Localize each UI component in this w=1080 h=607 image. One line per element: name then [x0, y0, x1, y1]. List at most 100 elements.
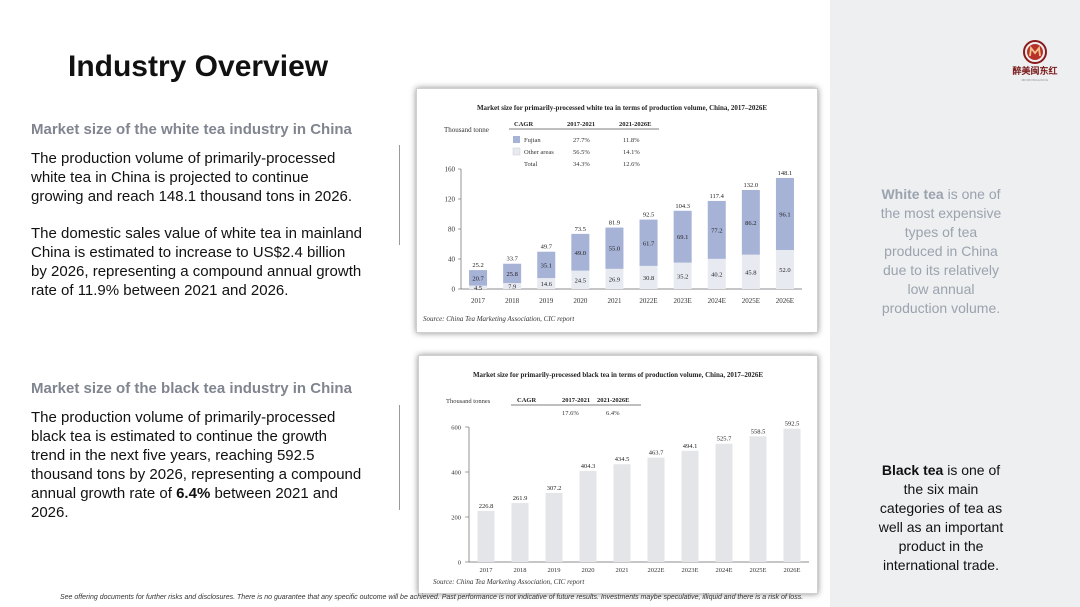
legend-label: Fujian — [524, 137, 541, 144]
cagr-value: 27.7% — [573, 137, 590, 144]
bar-value-label: 558.5 — [751, 428, 766, 435]
bar-black-tea — [545, 492, 563, 562]
text-line: thousand tons by 2026, representing a co… — [31, 466, 362, 483]
x-tick-label: 2018 — [505, 297, 520, 305]
bar-fujian — [741, 190, 760, 255]
bar-black-tea — [647, 457, 665, 562]
y-tick-label: 400 — [451, 470, 461, 477]
bar-black-tea — [749, 436, 767, 562]
side-note-line: produced in China — [884, 243, 998, 259]
bar-value-label: 86.2 — [745, 220, 756, 227]
cagr-value: 34.3% — [573, 161, 590, 168]
chart-source: Source: China Tea Marketing Association,… — [433, 578, 585, 586]
side-note-line: categories of tea as — [879, 500, 1003, 516]
x-tick-label: 2020 — [573, 297, 588, 305]
chart-title: Market size for primarily-processed whit… — [477, 104, 767, 112]
white-tea-side-note: White tea is one of the most expensive t… — [866, 185, 1016, 318]
chart-bars — [477, 428, 801, 562]
white-tea-description: The production volume of primarily-proce… — [31, 149, 381, 318]
bar-value-label: 25.8 — [506, 271, 517, 278]
y-tick-label: 40 — [448, 256, 456, 264]
y-axis-unit: Thousand tonnes — [446, 398, 491, 405]
bar-black-tea — [681, 450, 699, 562]
y-axis-unit: Thousand tonne — [444, 126, 489, 134]
chart-source: Source: China Tea Marketing Association,… — [423, 315, 575, 323]
text-line: China is estimated to increase to US$2.4… — [31, 244, 346, 261]
bar-fujian — [707, 200, 726, 259]
y-tick-label: 160 — [445, 166, 456, 174]
bar-total-label: 117.4 — [710, 193, 725, 200]
bar-value-label: 40.2 — [711, 271, 722, 278]
side-note-bold: Black tea — [881, 462, 944, 478]
x-tick-label: 2023E — [682, 567, 699, 574]
bar-total-label: 81.9 — [609, 220, 620, 227]
footer-disclaimer: See offering documents for further risks… — [60, 594, 804, 601]
black-tea-chart-frame: Market size for primarily-processed blac… — [418, 355, 818, 594]
bar-total-label: 132.0 — [744, 182, 759, 189]
bar-value-label: 69.1 — [677, 234, 688, 241]
bar-value-label: 20.7 — [472, 275, 484, 282]
white-tea-chart: Market size for primarily-processed whit… — [423, 104, 802, 323]
cagr-header: 2017-2021 — [567, 121, 595, 128]
bar-value-label: 525.7 — [717, 436, 732, 443]
x-tick-label: 2026E — [784, 567, 801, 574]
x-tick-label: 2022E — [648, 567, 665, 574]
x-tick-label: 2026E — [776, 297, 794, 305]
black-tea-side-note: Black tea is one of the six main categor… — [866, 461, 1016, 575]
brand-logo-icon — [1023, 40, 1047, 64]
cagr-value: 11.8% — [623, 137, 640, 144]
bar-fujian — [673, 210, 692, 263]
bar-other-areas — [571, 270, 590, 289]
bar-value-label: 55.0 — [609, 246, 620, 253]
white-tea-paragraph-2: The domestic sales value of white tea in… — [31, 224, 381, 300]
y-tick-label: 600 — [451, 425, 461, 432]
side-note-bold: White tea — [881, 186, 944, 202]
cagr-value: 6.4% — [606, 410, 620, 417]
bar-total-label: 49.7 — [541, 244, 553, 251]
bar-fujian — [605, 227, 624, 269]
text-line: white tea in China is projected to conti… — [31, 169, 309, 186]
x-tick-label: 2020 — [582, 567, 595, 574]
bar-value-label: 463.7 — [649, 450, 664, 457]
x-tick-label: 2024E — [716, 567, 733, 574]
divider-line — [399, 405, 400, 510]
bar-total-label: 148.1 — [778, 170, 793, 177]
bar-total-label: 33.7 — [506, 256, 518, 263]
bar-fujian — [537, 251, 556, 279]
bar-value-label: 30.8 — [643, 275, 654, 282]
text-line: rate of 11.9% between 2021 and 2026. — [31, 282, 289, 299]
bar-value-label: 61.7 — [643, 240, 655, 247]
cagr-value: 17.6% — [562, 410, 579, 417]
bar-total-label: 104.3 — [675, 203, 690, 210]
text-line: 2026. — [31, 504, 69, 521]
bar-value-label: 592.5 — [785, 421, 800, 428]
cagr-header: 2021-2026E — [597, 397, 630, 404]
x-tick-label: 2024E — [708, 297, 726, 305]
text-line: growing and reach 148.1 thousand tons in… — [31, 188, 353, 205]
cagr-value: 12.6% — [623, 161, 640, 168]
cagr-highlight: 6.4% — [176, 485, 211, 502]
chart-labels: 4.5 20.7 25.2 2017 7.9 25.8 33.7 2018 14.6 35.1 49… — [471, 170, 794, 305]
bar-value-label: 24.5 — [575, 277, 586, 284]
y-tick-label: 120 — [445, 196, 456, 204]
y-tick-label: 0 — [452, 286, 456, 294]
bar-black-tea — [579, 471, 597, 562]
bar-value-label: 7.9 — [508, 284, 516, 291]
legend-label: Other areas — [524, 149, 554, 156]
bar-black-tea — [783, 428, 801, 562]
bar-value-label: 404.3 — [581, 463, 596, 470]
side-note-line: types of tea — [904, 224, 978, 240]
bar-other-areas — [639, 265, 658, 289]
bar-value-label: 35.2 — [677, 273, 688, 280]
text-line: The production volume of primarily-proce… — [31, 409, 336, 426]
bar-value-label: 35.1 — [541, 262, 552, 269]
text-line: annual growth rate of — [31, 485, 177, 502]
bar-fujian — [639, 219, 658, 266]
text-line: between 2021 and — [210, 485, 338, 502]
x-tick-label: 2019 — [548, 567, 561, 574]
bar-black-tea — [477, 510, 495, 562]
text-line: trend in the next five years, reaching 5… — [31, 447, 315, 464]
brand-logo-subtext: MINDONGHONG — [1021, 78, 1049, 82]
y-tick-label: 200 — [451, 515, 461, 522]
side-note-line: the six main — [903, 481, 979, 497]
